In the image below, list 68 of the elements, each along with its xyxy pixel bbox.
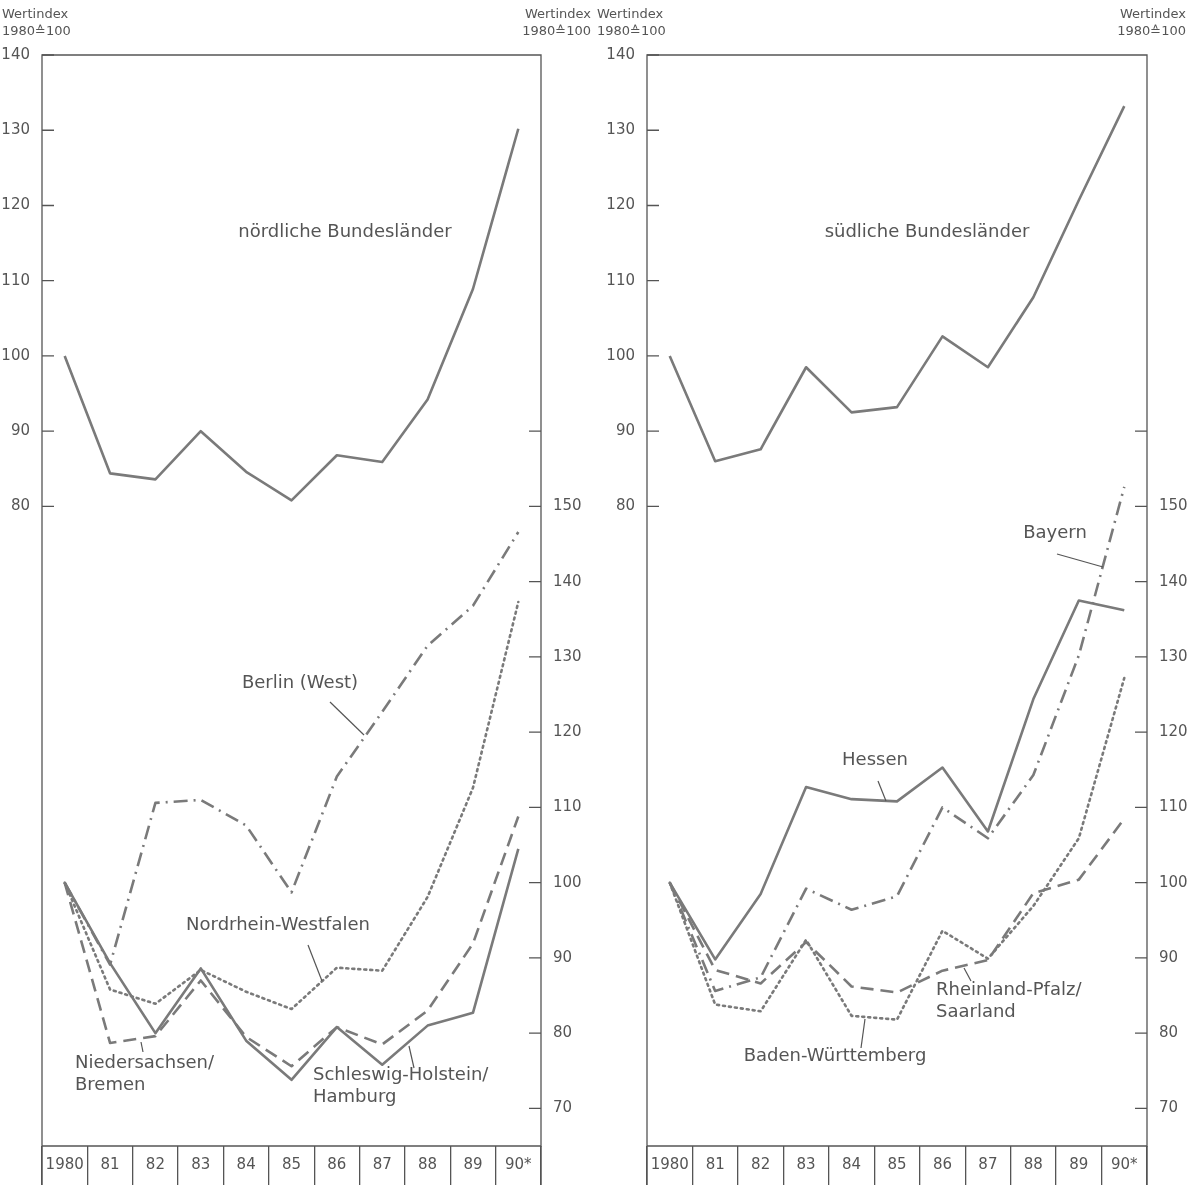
y-tick-label: 120	[1, 195, 30, 214]
x-tick-label: 88	[1023, 1154, 1043, 1173]
y2-tick-label: 80	[1159, 1023, 1179, 1042]
y-tick-label: 90	[10, 421, 30, 440]
y2-tick-label: 130	[1159, 646, 1188, 665]
y-axis-title: Wertindex 1980≙100	[2, 6, 71, 38]
y-tick-label: 110	[1, 270, 30, 289]
x-tick-label: 87	[978, 1154, 998, 1173]
x-tick-label: 84	[236, 1154, 256, 1173]
x-tick-label: 86	[327, 1154, 347, 1173]
x-tick-label: 89	[463, 1154, 483, 1173]
y-tick-label: 80	[10, 496, 30, 515]
x-tick-label: 81	[100, 1154, 120, 1173]
y-tick-label: 120	[606, 195, 635, 214]
series-label: Schleswig-Holstein/Hamburg	[313, 1063, 490, 1106]
y2-tick-label: 120	[1159, 722, 1188, 741]
y-tick-label: 140	[606, 44, 635, 63]
y2-tick-label: 150	[553, 496, 582, 515]
y-tick-label: 100	[1, 345, 30, 364]
y2-tick-label: 110	[553, 797, 582, 816]
series-label: Nordrhein-Westfalen	[186, 913, 370, 934]
x-tick-label: 87	[372, 1154, 392, 1173]
x-tick-label: 1980	[650, 1154, 689, 1173]
series-label: nördliche Bundesländer	[238, 220, 453, 241]
y2-tick-label: 130	[553, 646, 582, 665]
x-tick-label: 82	[145, 1154, 165, 1173]
y2-tick-label: 80	[553, 1023, 573, 1042]
y2-axis-title: Wertindex 1980≙100	[1117, 6, 1187, 38]
series-label: Rheinland-Pfalz/Saarland	[936, 978, 1083, 1021]
y2-tick-label: 150	[1159, 496, 1188, 515]
y2-tick-label: 70	[1159, 1098, 1179, 1117]
x-tick-label: 86	[932, 1154, 952, 1173]
series-label: Berlin (West)	[241, 671, 359, 692]
y-tick-label: 130	[1, 120, 30, 139]
y-tick-label: 140	[1, 44, 30, 63]
x-tick-label: 82	[751, 1154, 771, 1173]
series-label: Hessen	[842, 748, 908, 769]
y2-axis-title: Wertindex 1980≙100	[522, 6, 592, 38]
x-tick-label: 90*	[505, 1154, 533, 1173]
y2-tick-label: 140	[1159, 571, 1188, 590]
y2-tick-label: 90	[553, 947, 573, 966]
y2-tick-label: 140	[553, 571, 582, 590]
series-label: Bayern	[1023, 521, 1087, 542]
y-tick-label: 80	[615, 496, 635, 515]
y-axis-title: Wertindex 1980≙100	[597, 6, 666, 38]
x-tick-label: 81	[705, 1154, 725, 1173]
y2-tick-label: 90	[1159, 947, 1179, 966]
y-tick-label: 130	[606, 120, 635, 139]
y-tick-label: 110	[606, 270, 635, 289]
x-tick-label: 88	[418, 1154, 438, 1173]
y2-tick-label: 70	[553, 1098, 573, 1117]
x-tick-label: 85	[887, 1154, 907, 1173]
x-tick-label: 84	[842, 1154, 862, 1173]
x-tick-label: 83	[191, 1154, 211, 1173]
x-tick-label: 83	[796, 1154, 816, 1173]
x-tick-label: 1980	[45, 1154, 84, 1173]
series-label: Niedersachsen/Bremen	[75, 1051, 216, 1094]
x-tick-label: 85	[281, 1154, 302, 1173]
series-label: Baden-Württemberg	[743, 1044, 927, 1065]
y2-tick-label: 110	[1159, 797, 1188, 816]
y2-tick-label: 100	[1159, 872, 1188, 891]
y-tick-label: 90	[615, 421, 635, 440]
y2-tick-label: 120	[553, 722, 582, 741]
y-tick-label: 100	[606, 345, 635, 364]
y2-tick-label: 100	[553, 872, 582, 891]
x-tick-label: 89	[1069, 1154, 1089, 1173]
x-tick-label: 90*	[1110, 1154, 1139, 1173]
series-label: südliche Bundesländer	[824, 220, 1030, 241]
